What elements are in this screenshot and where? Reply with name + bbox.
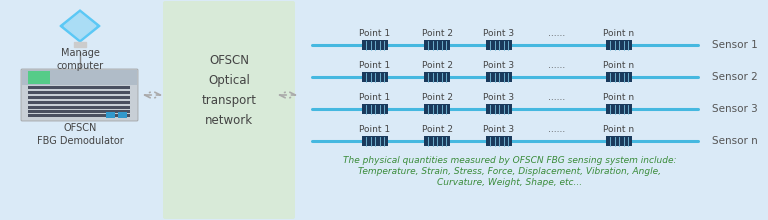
Text: ......: ...... <box>548 29 565 38</box>
Bar <box>362 72 388 82</box>
FancyBboxPatch shape <box>1 1 160 219</box>
Text: The physical quantities measured by OFSCN FBG sensing system include:: The physical quantities measured by OFSC… <box>343 156 677 165</box>
Text: Point 3: Point 3 <box>483 93 515 102</box>
Text: ......: ...... <box>548 125 565 134</box>
FancyBboxPatch shape <box>21 69 138 121</box>
Text: Curvature, Weight, Shape, etc...: Curvature, Weight, Shape, etc... <box>438 178 583 187</box>
Bar <box>424 136 450 146</box>
Text: Manage
computer: Manage computer <box>56 48 104 71</box>
FancyBboxPatch shape <box>28 96 130 99</box>
Bar <box>486 72 512 82</box>
Text: Sensor 3: Sensor 3 <box>712 104 758 114</box>
Bar <box>486 136 512 146</box>
Bar <box>486 40 512 50</box>
Text: ......: ...... <box>548 93 565 102</box>
Text: Point n: Point n <box>604 29 634 38</box>
Bar <box>606 72 632 82</box>
Text: Point 2: Point 2 <box>422 125 452 134</box>
Text: Point 3: Point 3 <box>483 61 515 70</box>
Text: Point 2: Point 2 <box>422 29 452 38</box>
FancyBboxPatch shape <box>28 86 130 89</box>
Text: OFSCN
FBG Demodulator: OFSCN FBG Demodulator <box>37 123 124 146</box>
Text: Sensor 2: Sensor 2 <box>712 72 758 82</box>
Bar <box>606 104 632 114</box>
Text: Point 3: Point 3 <box>483 125 515 134</box>
Bar <box>424 40 450 50</box>
FancyBboxPatch shape <box>28 110 130 113</box>
FancyBboxPatch shape <box>118 112 127 118</box>
FancyBboxPatch shape <box>28 91 130 94</box>
FancyBboxPatch shape <box>298 1 764 219</box>
Text: OFSCN
Optical
transport
network: OFSCN Optical transport network <box>201 53 257 126</box>
Bar <box>424 104 450 114</box>
Text: Point 1: Point 1 <box>359 29 391 38</box>
Bar <box>606 40 632 50</box>
Bar <box>424 72 450 82</box>
Bar <box>362 104 388 114</box>
FancyBboxPatch shape <box>163 1 295 219</box>
Bar <box>606 136 632 146</box>
Polygon shape <box>74 42 86 47</box>
Text: Point n: Point n <box>604 93 634 102</box>
Text: Point 2: Point 2 <box>422 61 452 70</box>
Polygon shape <box>60 10 100 42</box>
FancyBboxPatch shape <box>28 114 130 117</box>
Bar <box>362 136 388 146</box>
Text: Temperature, Strain, Stress, Force, Displacement, Vibration, Angle,: Temperature, Strain, Stress, Force, Disp… <box>359 167 661 176</box>
Bar <box>486 104 512 114</box>
Text: Point 1: Point 1 <box>359 125 391 134</box>
Text: Point 3: Point 3 <box>483 29 515 38</box>
FancyBboxPatch shape <box>106 112 115 118</box>
Text: Point 2: Point 2 <box>422 93 452 102</box>
Text: Point n: Point n <box>604 125 634 134</box>
FancyBboxPatch shape <box>28 101 130 104</box>
Text: Point 1: Point 1 <box>359 61 391 70</box>
FancyBboxPatch shape <box>22 70 137 85</box>
Bar <box>362 40 388 50</box>
FancyBboxPatch shape <box>28 106 130 109</box>
Text: Point n: Point n <box>604 61 634 70</box>
Text: Sensor n: Sensor n <box>712 136 758 146</box>
Text: ......: ...... <box>548 61 565 70</box>
Text: Sensor 1: Sensor 1 <box>712 40 758 50</box>
FancyBboxPatch shape <box>28 71 50 84</box>
Polygon shape <box>64 13 96 39</box>
Text: Point 1: Point 1 <box>359 93 391 102</box>
